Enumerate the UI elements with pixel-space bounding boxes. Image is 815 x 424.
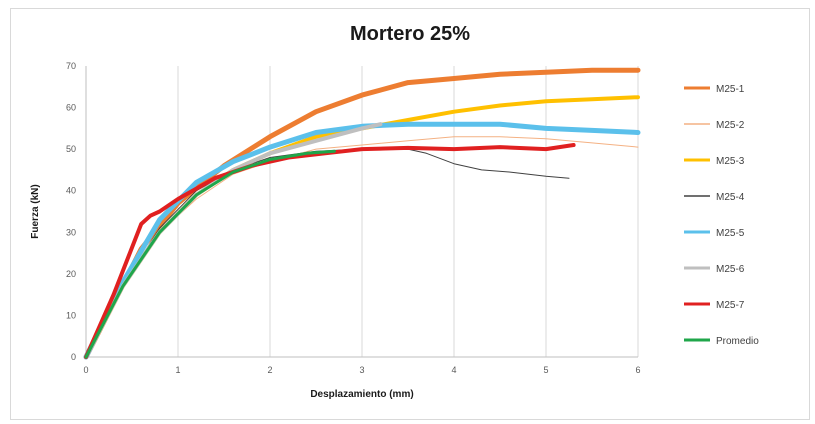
- series-line-m25-7: [84, 143, 576, 359]
- legend-label: Promedio: [716, 336, 759, 347]
- y-tick-label: 70: [66, 61, 76, 71]
- y-tick-label: 40: [66, 186, 76, 196]
- y-tick-label: 20: [66, 269, 76, 279]
- grid: [177, 66, 639, 357]
- legend-label: M25-5: [716, 228, 745, 239]
- legend-label: M25-4: [716, 192, 745, 203]
- x-tick-label: 6: [635, 365, 640, 375]
- series-line-m25-5: [83, 121, 641, 360]
- y-axis-label: Fuerza (kN): [30, 184, 41, 238]
- x-tick-label: 4: [451, 365, 456, 375]
- series-line-m25-4: [85, 146, 570, 358]
- y-tick-label: 0: [71, 352, 76, 362]
- series-line-promedio: [84, 149, 336, 359]
- x-tick-label: 5: [543, 365, 548, 375]
- legend-label: M25-7: [716, 300, 745, 311]
- y-tick-label: 10: [66, 310, 76, 320]
- y-tick-label: 50: [66, 144, 76, 154]
- x-tick-label: 1: [175, 365, 180, 375]
- x-axis-label: Desplazamiento (mm): [310, 389, 413, 400]
- series-lines: [83, 67, 641, 360]
- legend: M25-1 M25-2 M25-3 M25-4 M25-5 M25-6 M25-7 Prome…: [684, 84, 759, 347]
- x-tick-label: 0: [83, 365, 88, 375]
- legend-label: M25-1: [716, 84, 745, 95]
- legend-label: M25-2: [716, 120, 745, 131]
- legend-label: M25-6: [716, 264, 745, 275]
- chart-frame: Mortero 25%: [10, 8, 810, 420]
- x-tick-label: 3: [359, 365, 364, 375]
- x-tick-label: 2: [267, 365, 272, 375]
- y-tick-label: 30: [66, 227, 76, 237]
- legend-label: M25-3: [716, 156, 745, 167]
- y-tick-label: 60: [66, 103, 76, 113]
- chart-title: Mortero 25%: [349, 23, 471, 45]
